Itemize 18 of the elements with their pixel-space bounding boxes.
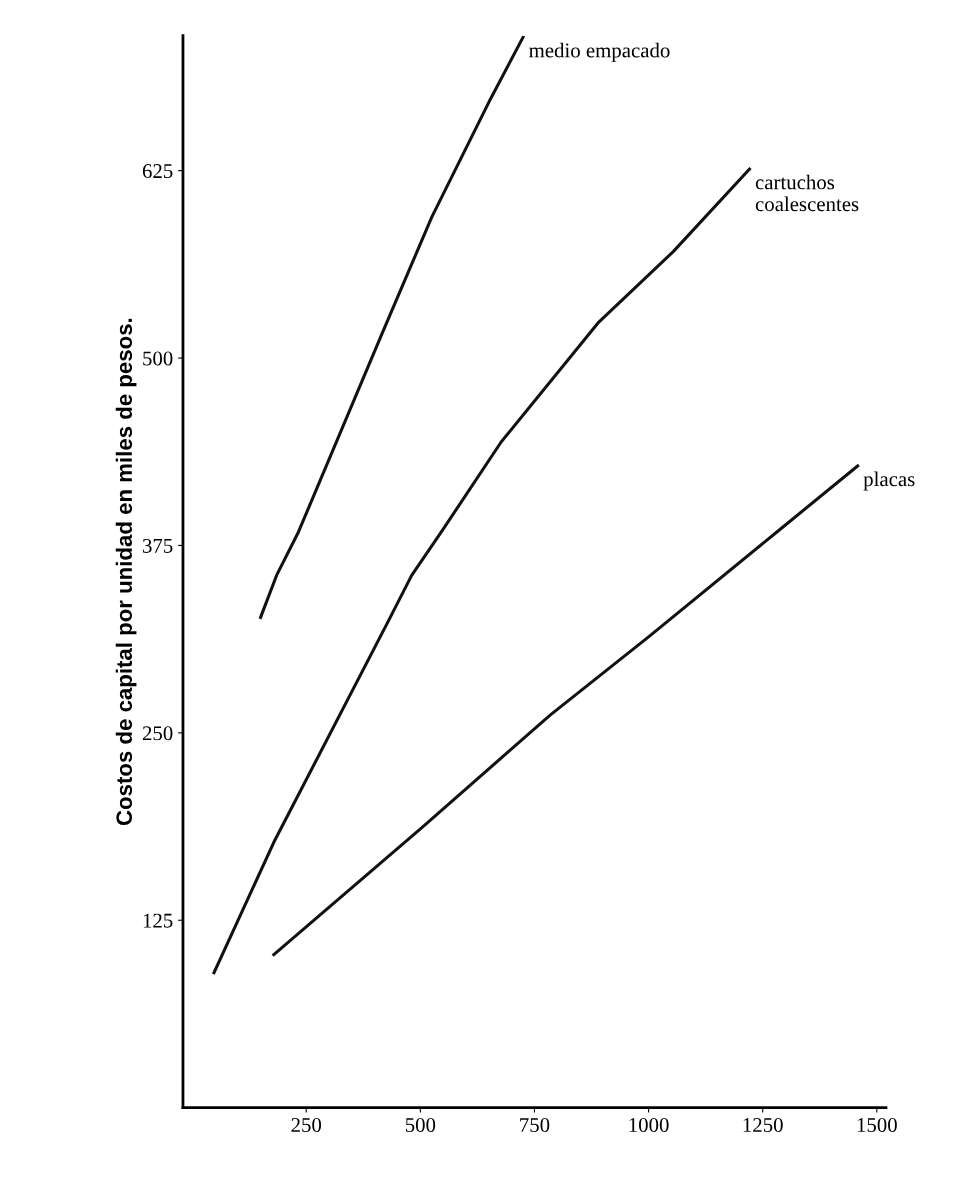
y-tick-label: 625 xyxy=(142,164,173,179)
line-series xyxy=(259,35,525,619)
x-tick-label: 750 xyxy=(520,1117,550,1133)
series-label: cartuchos coalescentes xyxy=(755,174,859,212)
x-tick-label: 500 xyxy=(405,1117,436,1133)
x-tick-label: 250 xyxy=(291,1117,322,1133)
y-axis-title: Costos de capital por unidad en miles de pesos. xyxy=(115,318,137,826)
y-tick-label: 125 xyxy=(143,913,173,928)
y-tick-label: 375 xyxy=(142,538,173,553)
series-label: medio empacado xyxy=(529,42,670,62)
y-tick-label: 500 xyxy=(143,351,173,366)
series-label: placas xyxy=(863,471,915,491)
line-series xyxy=(212,167,751,975)
y-tick-label: 250 xyxy=(142,726,173,741)
x-tick-label: 1250 xyxy=(743,1117,783,1133)
x-tick-label: 1000 xyxy=(629,1117,669,1133)
line-series xyxy=(272,464,860,957)
x-tick-label: 1500 xyxy=(857,1117,897,1133)
